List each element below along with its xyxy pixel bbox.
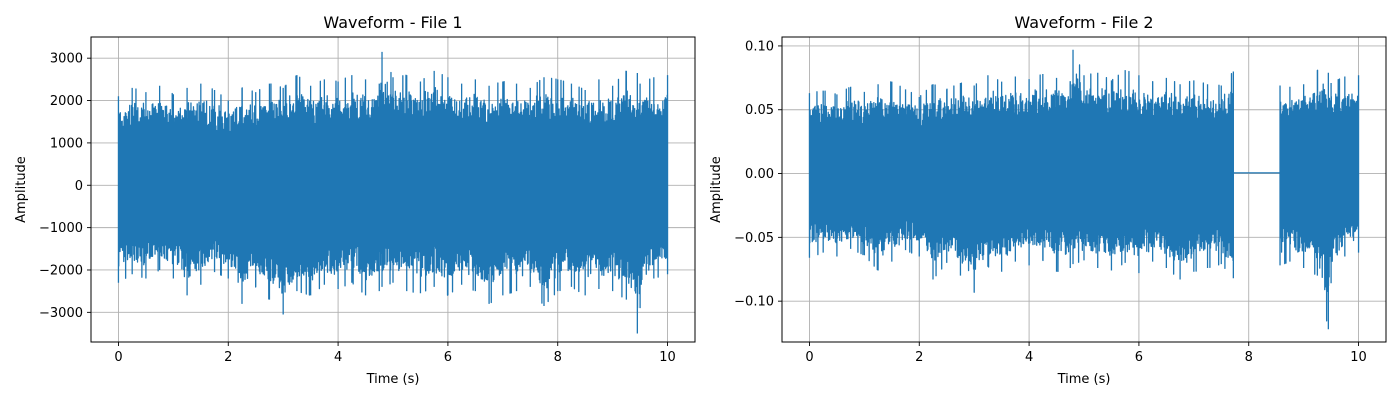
chart-title: Waveform - File 1 bbox=[323, 13, 462, 32]
chart-panel-1: 0 2 4 6 8 10 −3000 −2000 −1000 0 1000 2000 3000 Wavef… bbox=[14, 13, 696, 387]
y-tick-label: 0 bbox=[75, 179, 83, 194]
plot-area-frame bbox=[90, 36, 696, 343]
x-tick-label: 2 bbox=[915, 350, 923, 365]
x-tick-label: 8 bbox=[554, 350, 562, 365]
chart-panel-2: 0 2 4 6 8 10 −0.10 −0.05 0.00 0.05 0.10 Waveform - … bbox=[709, 13, 1387, 387]
x-tick-label: 4 bbox=[1025, 350, 1033, 365]
x-tick-label: 8 bbox=[1245, 350, 1253, 365]
y-tick-label: −3000 bbox=[39, 306, 83, 321]
x-axis-label: Time (s) bbox=[1057, 372, 1111, 387]
waveform-series bbox=[117, 51, 669, 334]
x-tick-label: 6 bbox=[444, 350, 452, 365]
y-tick-label: 2000 bbox=[50, 94, 83, 109]
y-tick-label: −2000 bbox=[39, 263, 83, 278]
x-axis-label: Time (s) bbox=[366, 372, 420, 387]
y-tick-label: 0.00 bbox=[745, 167, 774, 182]
x-tick-label: 0 bbox=[805, 350, 813, 365]
y-tick-label: −0.10 bbox=[734, 295, 774, 310]
y-tick-label: 1000 bbox=[50, 136, 83, 151]
y-tick-label: 0.05 bbox=[745, 103, 774, 118]
y-tick-label: 3000 bbox=[50, 52, 83, 67]
y-tick-label: −1000 bbox=[39, 221, 83, 236]
waveform-series bbox=[1279, 69, 1360, 330]
waveform-series bbox=[808, 49, 1234, 293]
x-tick-label: 10 bbox=[659, 350, 676, 365]
plot-area-frame bbox=[781, 36, 1387, 343]
x-tick-label: 0 bbox=[114, 350, 122, 365]
x-tick-label: 10 bbox=[1350, 350, 1367, 365]
y-tick-label: 0.10 bbox=[745, 39, 774, 54]
x-tick-label: 2 bbox=[224, 350, 232, 365]
x-tick-label: 4 bbox=[334, 350, 342, 365]
y-tick-label: −0.05 bbox=[734, 231, 774, 246]
chart-title: Waveform - File 2 bbox=[1014, 13, 1153, 32]
y-axis-label: Amplitude bbox=[14, 156, 29, 223]
y-axis-label: Amplitude bbox=[709, 156, 724, 223]
x-tick-label: 6 bbox=[1135, 350, 1143, 365]
